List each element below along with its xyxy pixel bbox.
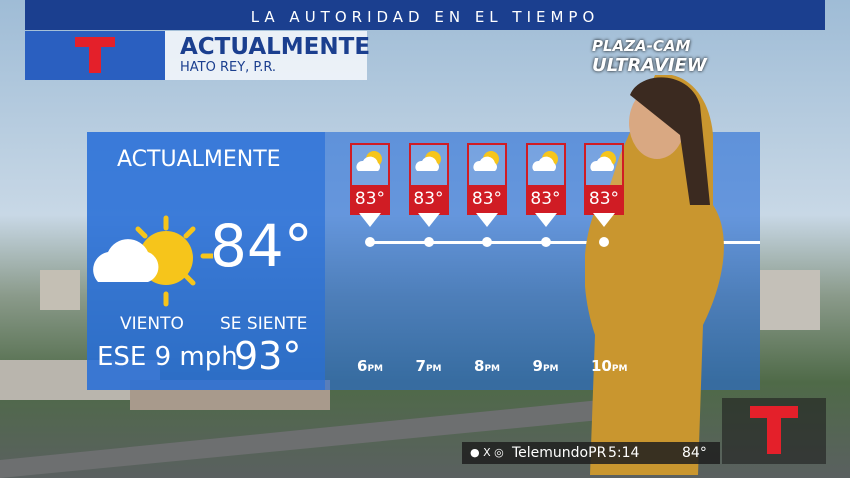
ticker-temp: 84° — [682, 445, 707, 461]
forecast-icon — [356, 151, 382, 171]
hour: 9 — [532, 357, 543, 375]
ticker-time: 5:14 — [608, 445, 640, 461]
suffix: PM — [611, 364, 628, 374]
pointer — [417, 213, 440, 227]
feels-value: 93° — [234, 334, 302, 378]
presenter — [585, 75, 724, 475]
header-logo — [25, 31, 165, 80]
forecast-temp: 83° — [350, 185, 390, 213]
social-icons: ● X ◎ — [470, 446, 504, 459]
forecast-icon — [414, 151, 441, 171]
current-temperature: 84° — [210, 212, 313, 280]
forecast-icon — [473, 151, 499, 171]
timeline — [370, 241, 760, 244]
forecast-temp: 83° — [467, 185, 507, 213]
feels-label: SE SIENTE — [220, 314, 308, 334]
header-location: HATO REY, P.R. — [180, 60, 277, 75]
forecast-temp: 83° — [525, 185, 566, 213]
camera-logo: PLAZA-CAM — [592, 37, 691, 55]
suffix: PM — [484, 364, 500, 374]
forecast-time: 10PM — [591, 357, 627, 375]
forecast-icon — [590, 151, 616, 171]
forecast-icon — [531, 151, 558, 171]
wind-value: ESE 9 mph — [97, 342, 238, 372]
timeline-dot — [482, 237, 492, 247]
hour: 10 — [591, 357, 612, 375]
timeline-dot — [423, 237, 434, 247]
weather-icon — [93, 215, 213, 307]
forecast-time: 9PM — [533, 357, 559, 375]
pointer — [359, 213, 381, 227]
current-title: ACTUALMENTE — [117, 147, 281, 172]
forecast-time: 7PM — [416, 357, 442, 375]
wind-label: VIENTO — [120, 314, 184, 334]
hour: 8 — [474, 357, 485, 375]
suffix: PM — [542, 364, 559, 374]
header-title: ACTUALMENTE — [180, 34, 371, 60]
timeline-dot — [365, 237, 375, 247]
forecast-temp: 83° — [584, 185, 624, 213]
ticker: ● X ◎ TelemundoPR 5:14 84° — [462, 442, 720, 464]
forecast-time: 6PM — [357, 357, 383, 375]
pointer — [534, 213, 557, 227]
ticker-handle: TelemundoPR — [512, 445, 607, 461]
pointer — [476, 213, 498, 227]
timeline-dot — [540, 237, 551, 247]
camera-logo: ULTRAVIEW — [592, 55, 707, 76]
suffix: PM — [425, 364, 442, 374]
channel-logo — [722, 398, 826, 464]
forecast-time: 8PM — [474, 357, 500, 375]
pointer — [593, 213, 615, 227]
hour: 6 — [357, 357, 368, 375]
timeline-dot — [599, 237, 609, 247]
hour: 7 — [415, 357, 426, 375]
suffix: PM — [367, 364, 383, 374]
forecast-temp: 83° — [408, 185, 449, 213]
banner: LA AUTORIDAD EN EL TIEMPO — [25, 0, 825, 30]
